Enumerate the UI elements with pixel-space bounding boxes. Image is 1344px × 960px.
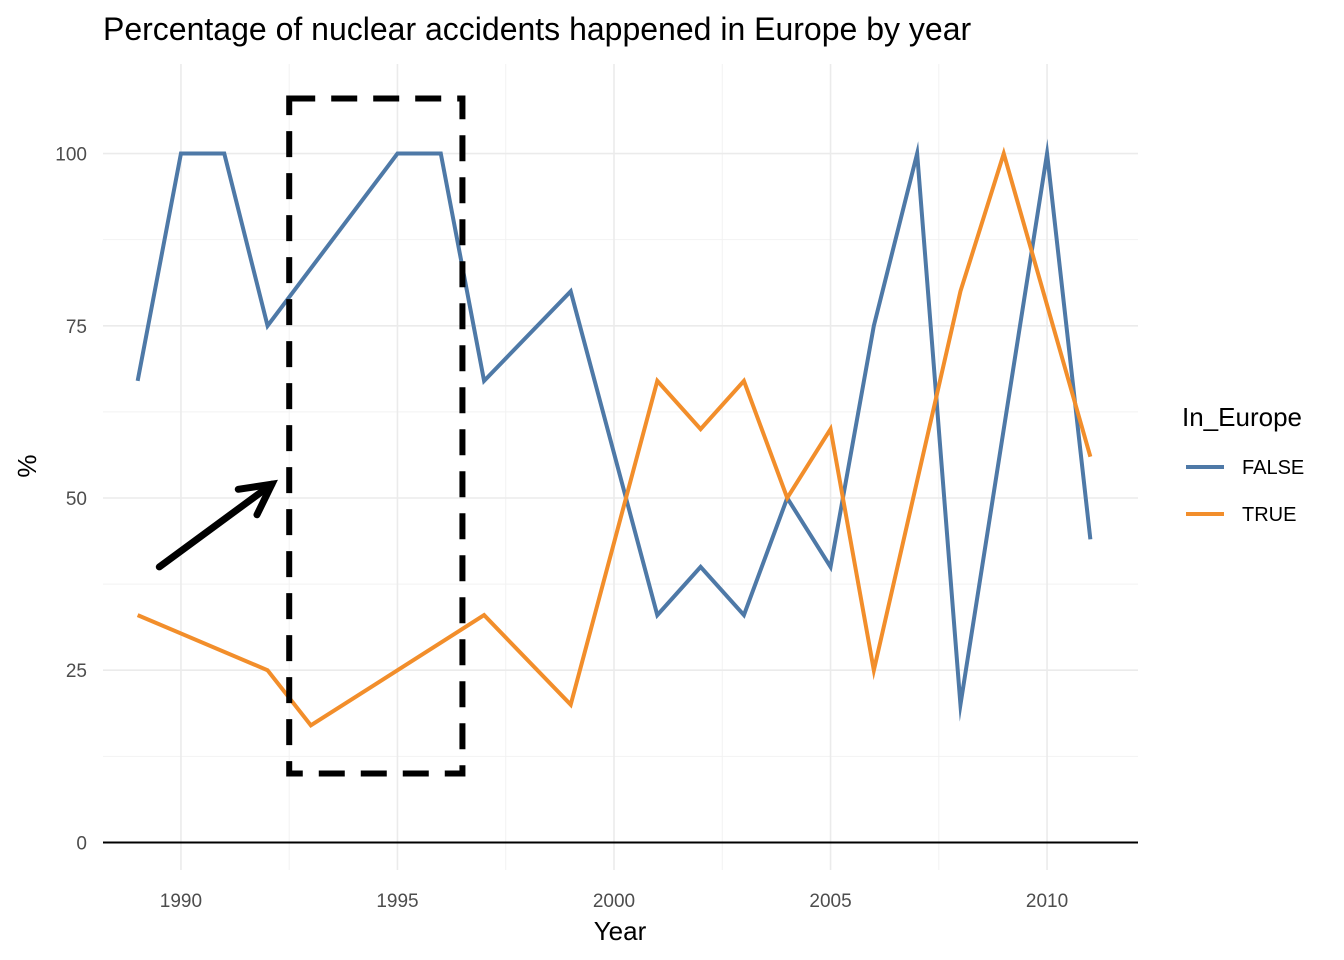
annotation-arrow-shaft (155, 480, 276, 571)
highlight-dashed-box (286, 95, 466, 777)
y-axis-ticks: 0 25 50 75 100 (55, 145, 87, 855)
x-tick-label: 2005 (809, 891, 851, 912)
x-tick-label: 1990 (160, 891, 202, 912)
y-tick-label: 50 (66, 489, 87, 510)
x-tick-label: 1995 (376, 891, 418, 912)
series-line-true (136, 146, 1093, 728)
legend-label-true: TRUE (1242, 504, 1296, 526)
x-tick-label: 2010 (1026, 891, 1068, 912)
x-axis-title: Year (594, 916, 647, 946)
y-axis-title: % (12, 454, 42, 477)
annotation-layer (155, 95, 466, 777)
y-tick-label: 25 (66, 661, 87, 682)
series-layer (135, 138, 1093, 728)
annotation-arrow-head (234, 479, 278, 519)
chart-title: Percentage of nuclear accidents happened… (103, 11, 971, 47)
y-tick-label: 100 (55, 145, 87, 166)
y-tick-label: 0 (76, 833, 87, 854)
x-tick-label: 2000 (593, 891, 635, 912)
minor-grid (103, 64, 1138, 870)
legend-label-false: FALSE (1242, 457, 1304, 479)
series-line-false (135, 138, 1093, 722)
legend-title: In_Europe (1182, 402, 1302, 432)
x-axis-ticks: 1990 1995 2000 2005 2010 (160, 891, 1068, 912)
y-tick-label: 75 (66, 317, 87, 338)
legend: In_Europe FALSE TRUE (1182, 402, 1304, 526)
